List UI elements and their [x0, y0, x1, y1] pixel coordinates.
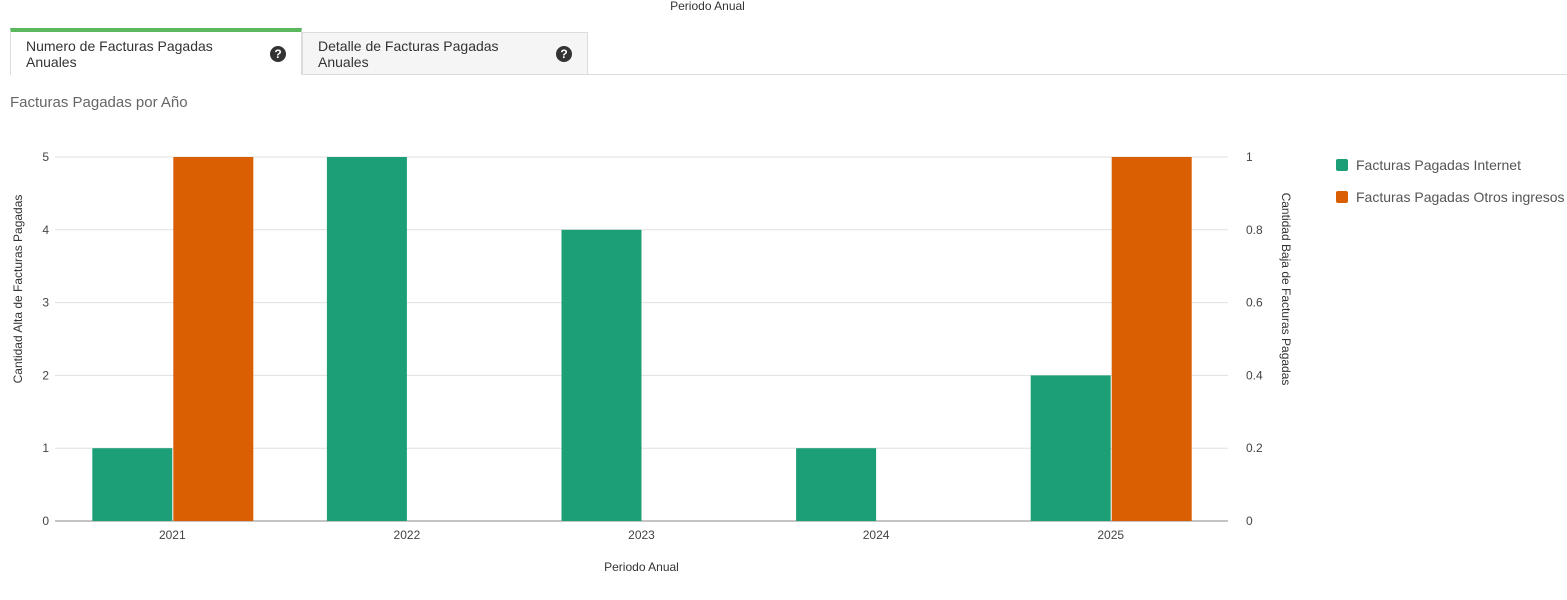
y-tick-label-left: 3 — [42, 296, 49, 310]
y-tick-label-right: 0.6 — [1246, 296, 1263, 310]
tab-detalle-facturas[interactable]: Detalle de Facturas Pagadas Anuales ? — [302, 32, 588, 74]
bar-internet — [1030, 375, 1111, 521]
y-tick-label-right: 0.4 — [1246, 368, 1263, 382]
tab-bar: Numero de Facturas Pagadas Anuales ? Det… — [10, 28, 1567, 75]
y-tick-label-left: 2 — [42, 368, 49, 382]
tab-detalle-facturas-label: Detalle de Facturas Pagadas Anuales — [318, 37, 499, 70]
y-tick-label-right: 0 — [1246, 514, 1253, 528]
x-tick-label: 2022 — [394, 528, 421, 542]
bar-internet — [92, 448, 173, 521]
x-tick-label: 2023 — [628, 528, 655, 542]
question-circle-icon[interactable]: ? — [556, 45, 572, 62]
tab-numero-facturas-label: Numero de Facturas Pagadas Anuales — [26, 37, 213, 70]
bar-internet — [561, 229, 642, 522]
bar-otros — [173, 157, 254, 521]
bar-internet — [796, 448, 877, 521]
y-tick-label-right: 0.2 — [1246, 441, 1263, 455]
legend-label-otros: Facturas Pagadas Otros ingresos — [1356, 189, 1565, 205]
legend-item-otros[interactable]: Facturas Pagadas Otros ingresos — [1336, 187, 1565, 207]
x-axis-title: Periodo Anual — [604, 560, 679, 574]
y-axis-title-right: Cantidad Baja de Facturas Pagadas — [1279, 193, 1293, 386]
question-circle-icon[interactable]: ? — [270, 45, 286, 62]
y-axis-title-left: Cantidad Alta de Facturas Pagadas — [11, 195, 25, 384]
x-tick-label: 2024 — [863, 528, 890, 542]
y-tick-label-left: 0 — [42, 514, 49, 528]
top-axis-caption: Periodo Anual — [670, 0, 745, 13]
y-tick-label-left: 1 — [42, 441, 49, 455]
chart-legend: Facturas Pagadas Internet Facturas Pagad… — [1336, 155, 1565, 219]
y-tick-label-left: 4 — [42, 223, 49, 237]
y-tick-label-right: 0.8 — [1246, 223, 1263, 237]
tab-numero-facturas[interactable]: Numero de Facturas Pagadas Anuales ? — [10, 28, 302, 75]
x-tick-label: 2025 — [1097, 528, 1124, 542]
chart-title: Facturas Pagadas por Año — [10, 94, 188, 111]
legend-item-internet[interactable]: Facturas Pagadas Internet — [1336, 155, 1565, 175]
bar-otros — [1111, 157, 1192, 521]
legend-label-internet: Facturas Pagadas Internet — [1356, 157, 1521, 173]
y-tick-label-right: 1 — [1246, 150, 1253, 164]
bar-internet — [326, 157, 407, 521]
x-tick-label: 2021 — [159, 528, 186, 542]
y-tick-label-left: 5 — [42, 150, 49, 164]
legend-swatch-otros — [1336, 191, 1348, 203]
legend-swatch-internet — [1336, 159, 1348, 171]
